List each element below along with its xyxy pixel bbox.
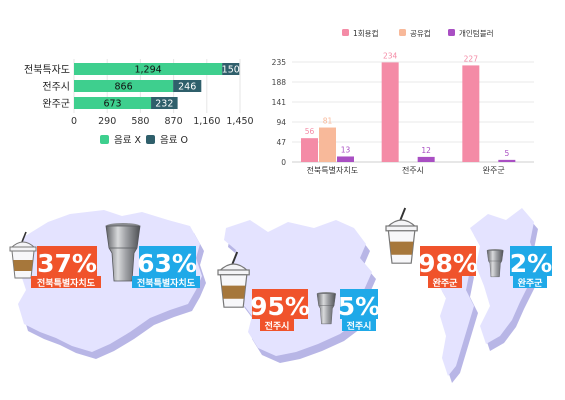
- vbar-tick-label: 141: [272, 98, 287, 107]
- disposable-region: 완주군: [433, 277, 459, 289]
- vbar-data-label: 234: [383, 51, 398, 60]
- hbar-tick-labels: 0 290 580 870 1,160 1,450: [71, 116, 254, 127]
- hbar-bar: [173, 80, 202, 92]
- vbar-category-label: 전주시: [402, 165, 424, 175]
- tumbler-pct: 5%: [338, 292, 380, 321]
- vbar-tick-label: 0: [281, 158, 286, 167]
- vbar-data-label: 13: [341, 145, 351, 154]
- vbar-legend-swatch: [399, 29, 406, 36]
- hbar-category-label: 전주시: [42, 81, 70, 93]
- hbar-bar: [74, 97, 152, 109]
- hbar-legend-label: 음료 O: [160, 135, 188, 146]
- vbar-legend: 1회용컵 공유컵 개인텀블러: [342, 28, 494, 38]
- disposable-pct-badge: [420, 246, 476, 276]
- disposable-region: 전주시: [265, 320, 290, 332]
- disposable-pct-badge: [252, 289, 308, 319]
- tumbler-pct-badge: [139, 246, 196, 276]
- disposable-region-tag: [31, 276, 101, 288]
- vbar-bars: 56 81 13 234 12 227 5: [301, 51, 516, 162]
- vbar-category-label: 전북특별자치도: [307, 165, 359, 175]
- vbar-data-label: 227: [464, 54, 479, 63]
- vbar-bar: [462, 65, 480, 162]
- hbar-bar: [74, 63, 223, 75]
- vbar-bar: [381, 62, 399, 162]
- hbar-data-label: 150: [222, 65, 240, 76]
- vbar-legend-label: 1회용컵: [353, 29, 378, 38]
- vbar-legend-label: 공유컵: [410, 29, 431, 38]
- vbar-data-label: 56: [305, 127, 315, 136]
- tumbler-region: 완주군: [518, 277, 544, 289]
- vbar-tick-label: 188: [272, 78, 287, 87]
- disposable-region-tag: [260, 319, 294, 331]
- hbar-legend-swatch: [146, 135, 155, 144]
- hbar-legend: 음료 X 음료 O: [100, 135, 188, 146]
- vbar-bar: [301, 138, 318, 162]
- disposable-cup-icon: [217, 251, 250, 308]
- disposable-cup-icon: [385, 207, 418, 264]
- hbar-tick-label: 0: [71, 116, 77, 127]
- disposable-pct: 98%: [418, 249, 478, 278]
- tumbler-region-tag: [342, 319, 376, 331]
- infographic-badges: 37% 전북특별자치도 63% 전북특별자치도 95% 전주시 5% 전주시 9…: [31, 246, 552, 332]
- tumbler-icon: [486, 249, 504, 278]
- vbar-legend-label: 개인텀블러: [459, 28, 494, 38]
- vbar-tick-label: 94: [276, 118, 286, 127]
- tumbler-region-tag: [132, 276, 200, 288]
- hbar-data-label: 246: [178, 82, 196, 93]
- hbar-bar: [151, 97, 178, 109]
- vbar-legend-swatch: [448, 29, 455, 36]
- vbar-category-label: 완주군: [483, 166, 505, 175]
- tumbler-icon: [105, 223, 141, 282]
- tumbler-region: 전북특별자치도: [137, 277, 196, 289]
- hbar-tick-label: 1,450: [226, 116, 253, 127]
- hbar-data-label: 673: [103, 99, 121, 110]
- hbar-tick-label: 1,160: [193, 116, 220, 127]
- hbar-data-label: 866: [115, 82, 133, 93]
- vbar-data-label: 81: [323, 117, 333, 126]
- hbar-legend-label: 음료 X: [114, 135, 141, 146]
- disposable-region-tag: [428, 276, 462, 288]
- tumbler-region: 전주시: [347, 320, 372, 332]
- hbar-bar: [222, 63, 240, 75]
- hbar-data-label: 1,294: [134, 65, 161, 76]
- vbar-bar: [417, 156, 435, 162]
- hbar-bars: 1,294 150 866 246 673 232: [74, 63, 240, 110]
- hbar-category-label: 완주군: [42, 98, 70, 110]
- vbar-data-label: 12: [421, 146, 431, 155]
- hbar-tick-label: 870: [165, 116, 183, 127]
- disposable-pct-badge: [37, 246, 97, 276]
- hbar-category-label: 전북특자도: [24, 64, 70, 76]
- vbar-data-label: 5: [504, 149, 509, 158]
- hbar-tick-label: 290: [98, 116, 116, 127]
- tumbler-pct: 2%: [510, 249, 552, 278]
- tumbler-pct: 63%: [137, 249, 197, 278]
- vbar-bar: [337, 156, 354, 162]
- tumbler-pct-badge: [510, 246, 552, 276]
- vbar-tick-label: 47: [276, 138, 286, 147]
- tumbler-icon: [316, 292, 336, 325]
- tumbler-pct-badge: [340, 289, 378, 319]
- hbar-tick-label: 580: [131, 116, 149, 127]
- vbar-bar: [319, 127, 336, 162]
- vbar-bar: [498, 159, 516, 162]
- disposable-region: 전북특별자치도: [37, 277, 96, 289]
- vbar-legend-swatch: [342, 29, 349, 36]
- tumbler-region-tag: [513, 276, 547, 288]
- hbar-bar: [74, 80, 174, 92]
- vbar-chart: 1회용컵 공유컵 개인텀블러 0 47 94 141 188 235 56 81 13 234 12 2…: [272, 28, 534, 175]
- hbar-data-label: 232: [155, 99, 173, 110]
- hbar-legend-swatch: [100, 135, 109, 144]
- vbar-category-labels: 전북특별자치도 전주시 완주군: [307, 165, 505, 175]
- disposable-pct: 95%: [250, 292, 310, 321]
- region-map-shape: [438, 208, 542, 383]
- disposable-cup-icon: [9, 231, 37, 279]
- vbar-tick-label: 235: [272, 58, 287, 67]
- disposable-pct: 37%: [37, 249, 97, 278]
